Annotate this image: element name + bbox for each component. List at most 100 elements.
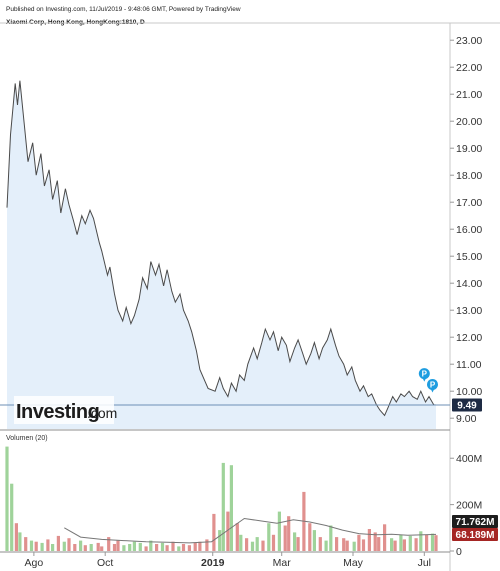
volume-label: Volumen (20) — [6, 435, 48, 442]
volume-bar — [193, 542, 197, 551]
x-tick-label: May — [343, 557, 364, 569]
price-tick-label: 18.00 — [456, 170, 482, 182]
volume-bar — [144, 546, 148, 551]
volume-bar — [112, 544, 117, 551]
price-tick-label: 11.00 — [456, 359, 482, 371]
price-tick-label: 16.00 — [456, 224, 482, 236]
volume-bar — [342, 538, 346, 551]
price-tick-label: 10.00 — [456, 386, 482, 398]
volume-bar — [155, 544, 159, 551]
event-marker-label: P — [422, 370, 428, 379]
volume-bar — [402, 539, 406, 551]
volume-bar — [239, 534, 243, 551]
event-marker[interactable]: P — [418, 368, 430, 382]
investing-logo: Investing .com — [14, 396, 117, 424]
volume-tick-label: 200M — [456, 500, 482, 512]
volume-bar — [250, 541, 255, 551]
event-marker-pin — [430, 388, 435, 393]
volume-bar — [89, 544, 93, 551]
event-markers[interactable]: PP — [418, 368, 438, 393]
volume-bar — [255, 537, 259, 551]
x-tick-label: Jul — [418, 557, 431, 569]
event-marker[interactable]: P — [426, 378, 438, 393]
volume-bar — [390, 538, 394, 551]
volume-bar — [377, 537, 381, 551]
volume-bar — [212, 513, 216, 551]
volume-bar — [116, 540, 120, 551]
volume-bar — [132, 541, 136, 551]
volume-bar — [160, 542, 165, 551]
volume-tick-label: 0 — [456, 546, 462, 558]
x-axis: Ago Oct 2019 Mar May Jul — [25, 552, 431, 569]
volume-bar — [165, 545, 169, 551]
volume-bar — [261, 540, 265, 551]
volume-bar — [171, 541, 175, 551]
volume-bar — [329, 525, 333, 551]
price-tick-label: 22.00 — [456, 62, 482, 74]
volume-bar — [235, 523, 239, 551]
volume-bar — [18, 532, 22, 551]
price-tick-label: 20.00 — [456, 116, 482, 128]
volume-bar — [383, 524, 387, 551]
volume-bar — [187, 545, 191, 551]
volume-bar — [271, 534, 276, 551]
x-tick-label: 2019 — [201, 557, 225, 569]
price-area-fill — [7, 80, 436, 429]
price-tick-label: 23.00 — [456, 35, 482, 47]
last-price-value: 9.49 — [457, 400, 477, 411]
event-marker-label: P — [430, 380, 436, 389]
volume-bar — [218, 530, 222, 551]
volume-bar — [308, 523, 312, 551]
volume-bar — [62, 541, 66, 551]
volume-bar — [408, 535, 412, 551]
volume-bar — [430, 533, 435, 551]
volume-bar — [10, 483, 14, 551]
price-tick-label: 13.00 — [456, 305, 482, 317]
volume-bar — [245, 538, 249, 551]
volume-bar — [100, 546, 104, 551]
volume-bar — [393, 540, 397, 551]
volume-bar — [221, 462, 225, 551]
price-tick-label: 21.00 — [456, 89, 482, 101]
volume-tick-label: 400M — [456, 453, 482, 465]
volume-bar — [122, 545, 126, 551]
volume-axis: 400M 200M 0 — [450, 453, 482, 558]
volume-bar — [83, 545, 87, 551]
chart-frame — [0, 22, 500, 571]
event-marker-circle[interactable] — [426, 378, 438, 390]
price-tick-label: 12.00 — [456, 332, 482, 344]
x-tick-label: Oct — [97, 557, 113, 569]
volume-bar — [283, 525, 287, 551]
volume-bar — [40, 542, 44, 551]
volume-value: 68.189M — [456, 530, 495, 541]
volume-ma-line — [64, 517, 437, 544]
x-tick-label: Ago — [25, 557, 44, 569]
volume-bar — [345, 540, 349, 551]
volume-bar — [414, 538, 418, 551]
volume-bar — [51, 544, 55, 551]
volume-bar — [361, 539, 366, 551]
volume-bar — [229, 465, 233, 551]
volume-bar — [267, 523, 271, 551]
price-axis: 23.00 22.00 21.00 20.00 19.00 18.00 17.00 16.00… — [450, 35, 482, 425]
volume-bars — [5, 446, 438, 551]
volume-badge: 68.189M — [452, 528, 498, 541]
volume-bar — [5, 446, 9, 551]
volume-bar — [324, 540, 328, 551]
last-price-badge: 9.49 — [452, 398, 482, 412]
volume-ma-badge: 71.762M — [452, 515, 498, 528]
volume-bar — [335, 537, 339, 551]
price-tick-label: 19.00 — [456, 143, 482, 155]
volume-bar — [419, 531, 423, 551]
event-marker-circle[interactable] — [418, 368, 430, 380]
volume-bar — [24, 537, 28, 551]
volume-bar — [367, 529, 371, 551]
volume-bar — [287, 516, 291, 551]
volume-bar — [46, 539, 50, 551]
event-marker-pin — [422, 377, 427, 382]
volume-bar — [425, 534, 429, 551]
volume-bar — [29, 540, 34, 551]
volume-bar — [399, 534, 403, 551]
volume-bar — [226, 511, 230, 551]
